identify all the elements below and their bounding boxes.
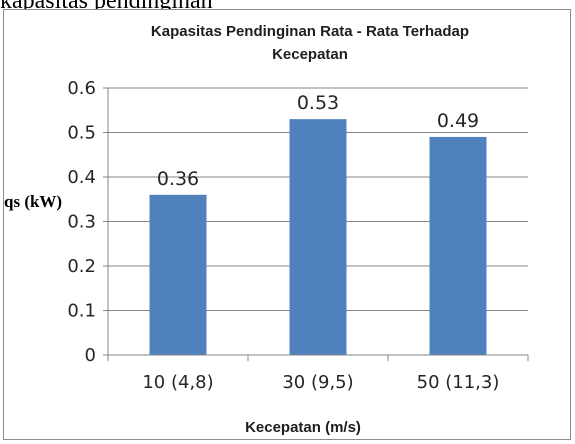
y-tick-label: 0.2 [67,256,96,277]
data-label: 0.36 [157,168,199,190]
y-tick-label: 0 [85,345,96,366]
data-label: 0.49 [437,110,479,132]
chart-title-line-2: Kecepatan [272,46,348,63]
bar [429,136,487,355]
x-tick-label: 10 (4,8) [142,372,213,393]
labels: 0 0.1 0.2 0.3 0.4 0.5 0.6 0.36 10 (4,8) 0.53 30 (9… [67,78,499,393]
x-tick-label: 50 (11,3) [417,372,500,393]
bars [149,119,487,356]
x-tick-label: 30 (9,5) [282,372,353,393]
bar [149,194,207,355]
data-label: 0.53 [297,92,339,114]
y-tick-label: 0.5 [67,123,96,144]
y-tick-label: 0.6 [67,78,96,99]
y-tick-label: 0.1 [67,301,96,322]
y-tick-label: 0.4 [67,167,96,188]
x-axis-label: Kecepatan (m/s) [245,419,361,436]
bar [289,119,347,356]
y-tick-label: 0.3 [67,212,96,233]
axes [103,87,529,361]
chart-title-line-1: Kapasitas Pendinginan Rata - Rata Terhad… [151,23,469,40]
y-axis-label: qs (kW) [4,192,62,211]
